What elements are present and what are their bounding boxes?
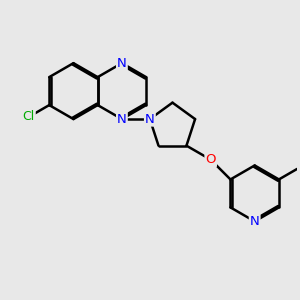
Text: N: N bbox=[117, 57, 127, 70]
Text: O: O bbox=[206, 153, 216, 166]
Text: N: N bbox=[145, 112, 155, 126]
Text: N: N bbox=[250, 215, 260, 228]
Text: Cl: Cl bbox=[22, 110, 35, 124]
Text: N: N bbox=[117, 112, 127, 126]
